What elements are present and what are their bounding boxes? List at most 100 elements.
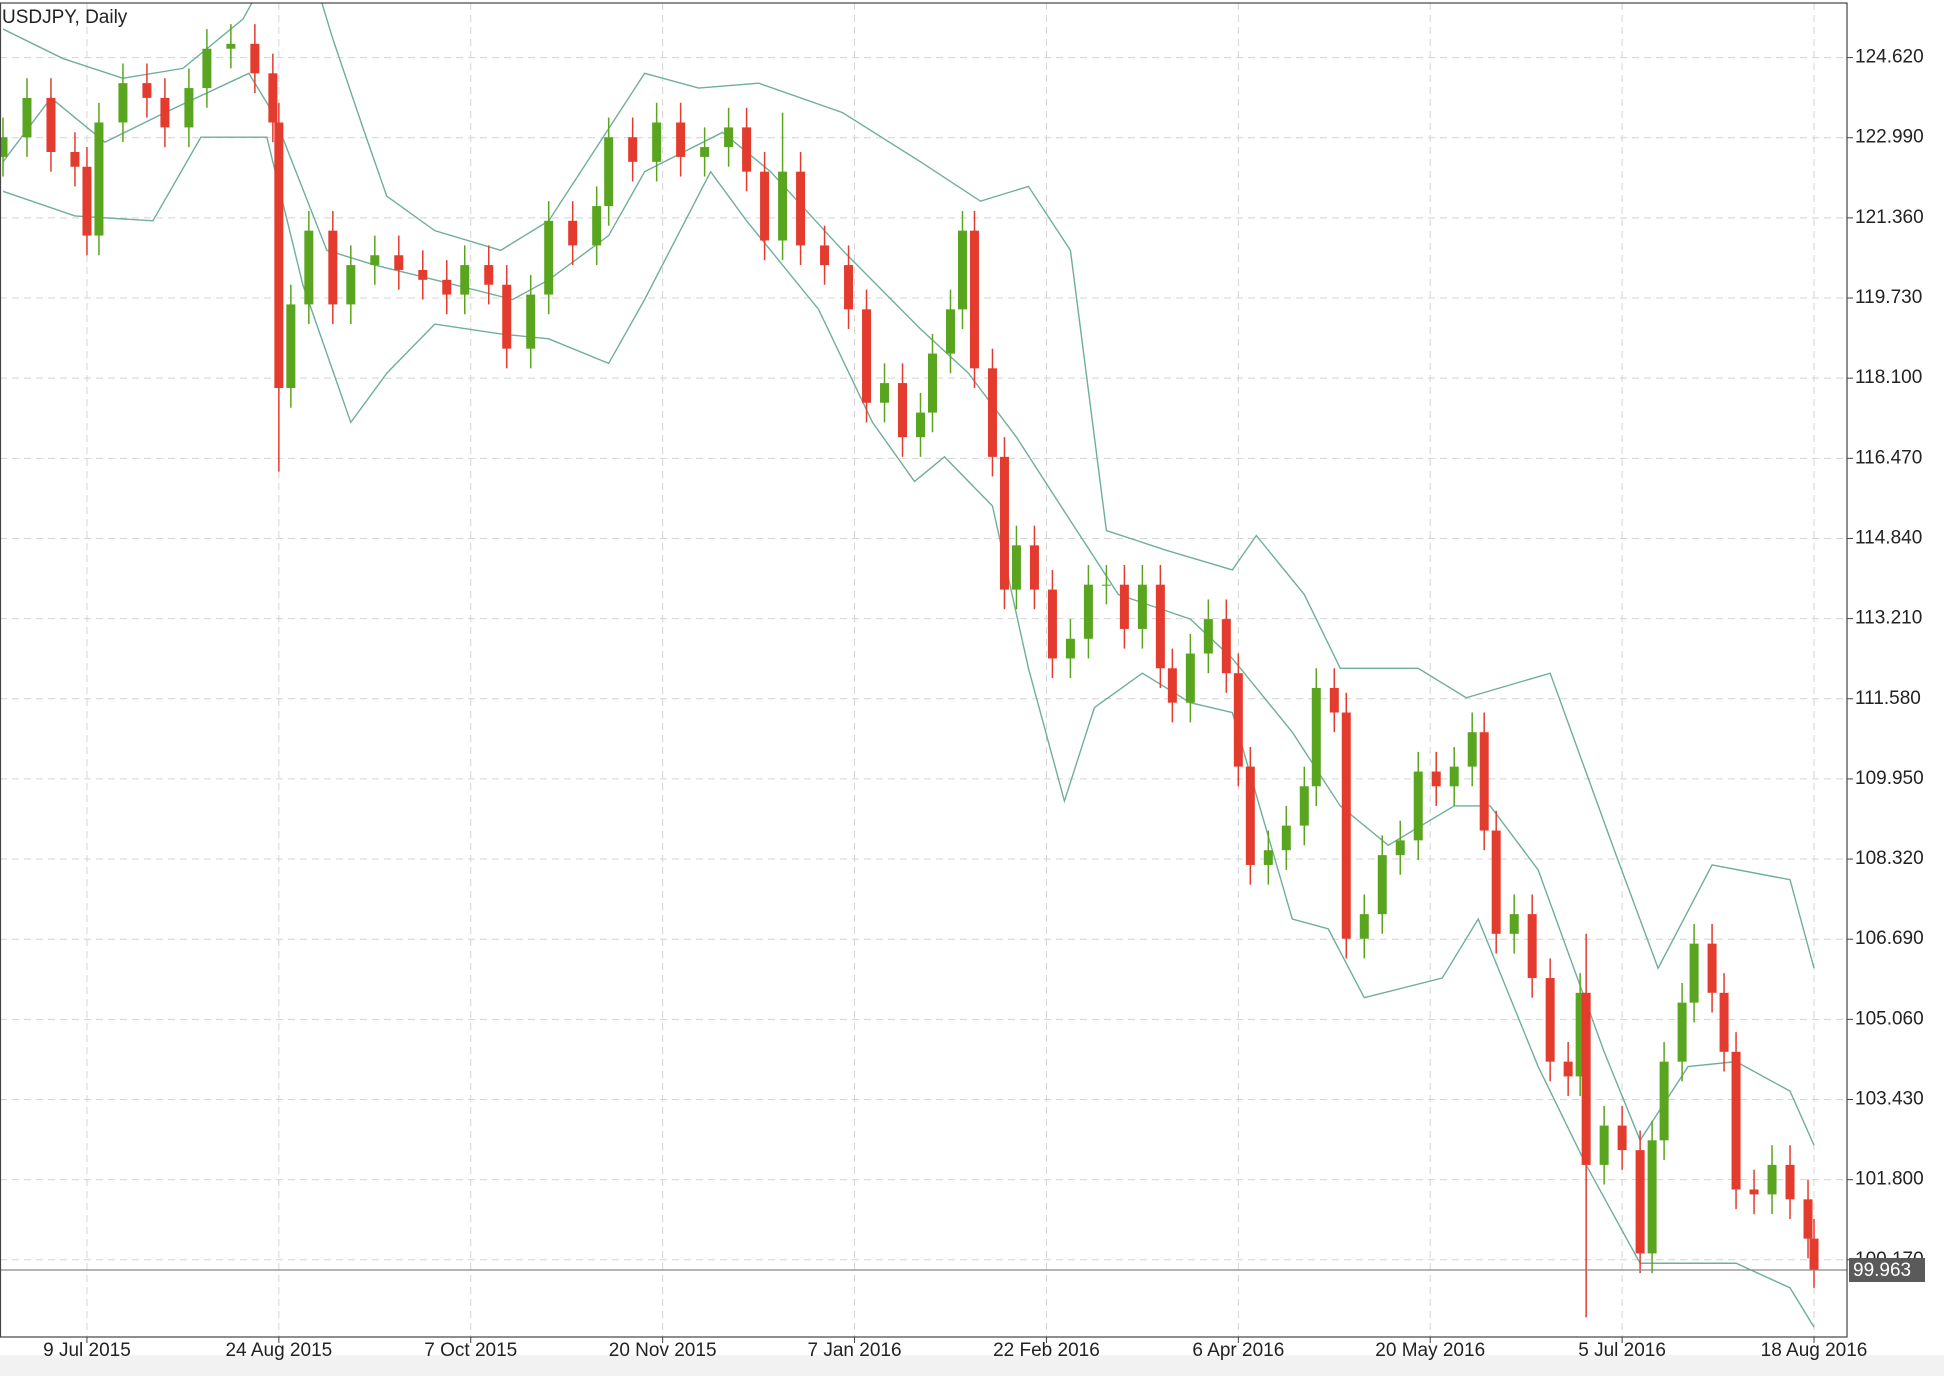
candle-body <box>1359 914 1369 939</box>
candle-body <box>1203 619 1213 654</box>
candle-body <box>796 171 806 246</box>
candle-body <box>1785 1164 1795 1200</box>
candle-body <box>46 97 56 152</box>
candle-body <box>1395 840 1405 856</box>
candle-body <box>604 137 614 207</box>
y-tick-label: 116.470 <box>1855 447 1922 468</box>
candle-body <box>1233 673 1243 767</box>
candle-body <box>1575 992 1585 1077</box>
candle-body <box>1101 584 1111 586</box>
candle-body <box>274 122 284 389</box>
candle-body <box>370 255 380 266</box>
candle-body <box>1599 1125 1609 1165</box>
candle-body <box>1263 850 1273 865</box>
candle-body <box>526 294 536 349</box>
last-price-label: 99.963 <box>1853 1260 1911 1281</box>
y-tick-label: 103.430 <box>1855 1089 1924 1110</box>
candle-body <box>1647 1140 1657 1254</box>
candle-body <box>1491 830 1501 934</box>
candle-body <box>82 166 92 236</box>
candle-body <box>1677 1002 1687 1062</box>
bollinger-band <box>2 3 1815 970</box>
x-tick-label: 6 Apr 2016 <box>1192 1340 1284 1361</box>
candle-body <box>676 122 686 157</box>
candle-body <box>544 220 554 295</box>
candle-body <box>1155 584 1165 669</box>
candle-body <box>1413 771 1423 841</box>
y-tick-label: 106.690 <box>1855 928 1924 949</box>
grid <box>0 3 1847 1337</box>
candle-body <box>418 269 428 280</box>
y-tick-label: 108.320 <box>1855 848 1924 869</box>
candle-body <box>394 255 404 270</box>
candle-body <box>1809 1238 1819 1270</box>
candle-body <box>927 353 937 413</box>
x-tick-label: 20 Nov 2015 <box>609 1340 717 1361</box>
candle-body <box>118 83 128 123</box>
candle-body <box>999 456 1009 590</box>
candle-body <box>202 48 212 89</box>
candle-body <box>250 43 260 74</box>
candle-body <box>760 171 770 241</box>
candle-body <box>1341 712 1351 939</box>
y-tick-label: 113.210 <box>1855 608 1922 629</box>
candle-body <box>460 265 470 295</box>
candle-body <box>724 127 734 148</box>
candle-body <box>1167 668 1177 703</box>
candle-body <box>1467 732 1477 767</box>
plot-frame <box>0 2 1848 1338</box>
candle-body <box>160 97 170 128</box>
candle-body <box>94 122 104 236</box>
bollinger-band <box>2 136 1815 1328</box>
candle-body <box>1635 1150 1645 1254</box>
y-tick-label: 124.620 <box>1855 47 1924 68</box>
plot-area <box>0 3 1847 1328</box>
candle-body <box>1707 943 1717 993</box>
candle-body <box>226 43 236 49</box>
candle-body <box>328 230 338 305</box>
candle-body <box>880 383 890 403</box>
bollinger-band <box>2 72 1815 1146</box>
candle-body <box>1137 584 1147 629</box>
candle-body <box>1689 943 1699 1003</box>
y-tick-label: 111.580 <box>1855 688 1921 709</box>
candle-body <box>70 151 80 167</box>
x-tick-label: 24 Aug 2015 <box>225 1340 332 1361</box>
candle-body <box>268 73 278 123</box>
candle-body <box>916 412 926 438</box>
candle-body <box>1545 978 1555 1062</box>
x-tick-label: 7 Jan 2016 <box>808 1340 902 1361</box>
candle-body <box>502 284 512 349</box>
last-price-box <box>1849 1257 1925 1282</box>
candle-body <box>184 88 194 128</box>
candle-body <box>742 127 752 172</box>
y-tick-label: 119.730 <box>1855 287 1922 308</box>
candle-body <box>1119 584 1129 629</box>
candle-body <box>1563 1061 1573 1077</box>
candle-body <box>1719 992 1729 1052</box>
candle-body <box>778 171 788 241</box>
candle-body <box>628 137 638 162</box>
x-tick-label: 22 Feb 2016 <box>993 1340 1100 1361</box>
y-tick-label: 122.990 <box>1855 127 1924 148</box>
candle-body <box>286 304 296 389</box>
x-tick-label: 18 Aug 2016 <box>1761 1340 1868 1361</box>
candle-body <box>1311 687 1321 787</box>
candle-body <box>346 265 356 305</box>
candle-body <box>1581 992 1591 1165</box>
candle-body <box>304 230 314 305</box>
candle-body <box>1749 1189 1759 1195</box>
candle-body <box>484 265 494 285</box>
candle-body <box>957 230 967 310</box>
candle-body <box>0 137 8 157</box>
axes: 124.620 122.990 121.360 119.730 118.100 116.4… <box>43 47 1925 1361</box>
x-tick-label: 7 Oct 2015 <box>424 1340 517 1361</box>
candle-body <box>568 220 578 246</box>
candle-body <box>142 83 152 98</box>
candle-body <box>22 97 32 138</box>
candle-body <box>1803 1199 1813 1239</box>
candle-body <box>1011 545 1021 590</box>
x-tick-label: 9 Jul 2015 <box>43 1340 131 1361</box>
candle-body <box>1659 1061 1669 1141</box>
